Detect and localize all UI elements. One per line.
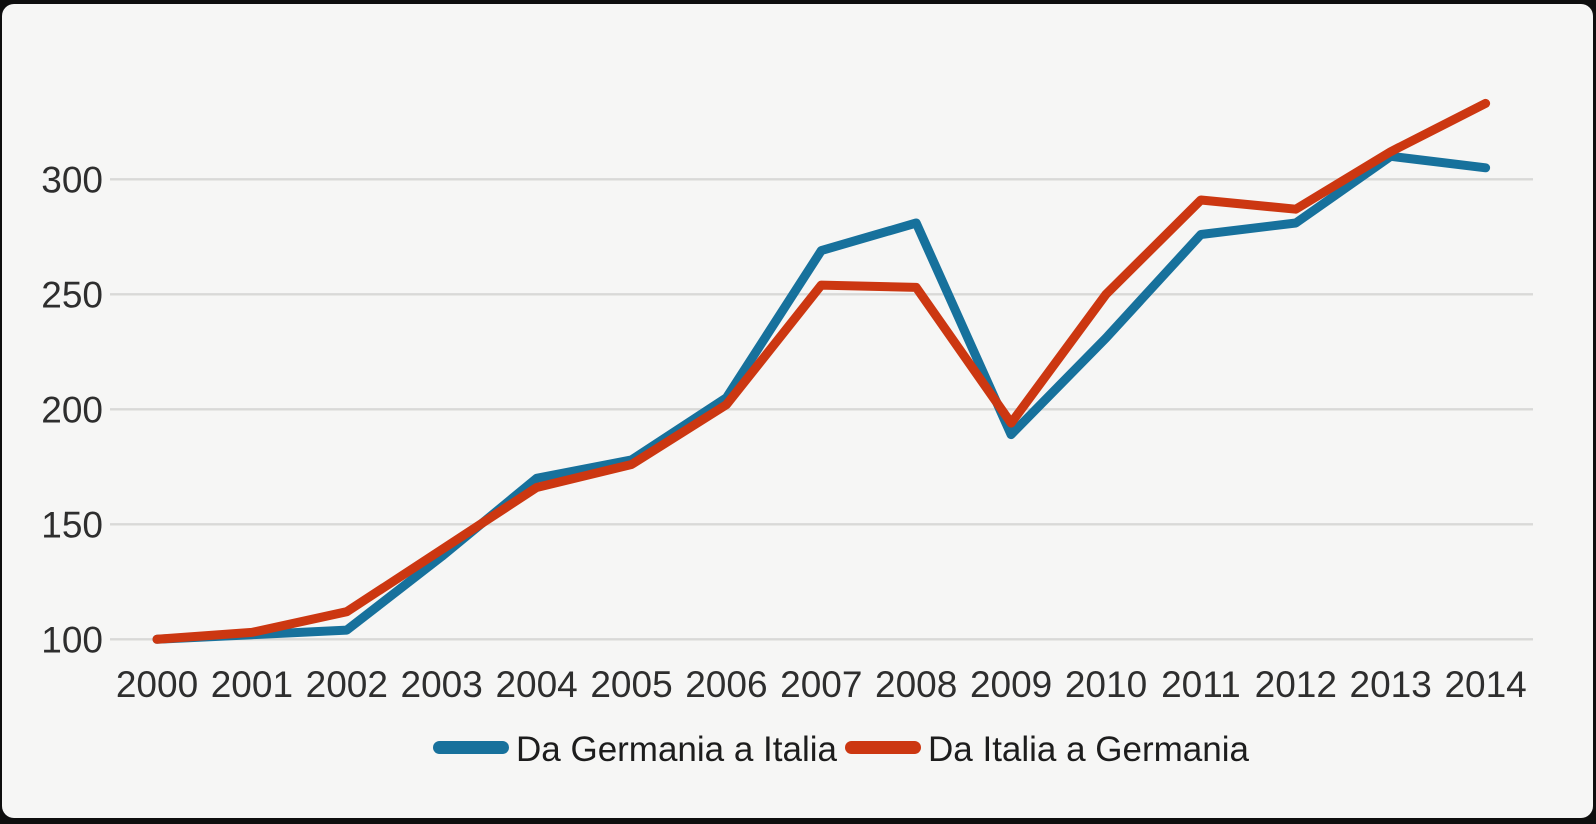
legend-label-da-germania-a-italia: Da Germania a Italia [516,730,838,769]
x-axis-label-2003: 2003 [401,664,483,705]
x-axis-label-2012: 2012 [1255,664,1337,705]
x-axis-label-2011: 2011 [1161,664,1241,705]
series-line-da-germania-a-italia [152,151,1491,644]
y-axis-label-100: 100 [41,619,103,660]
x-axis-label-2000: 2000 [116,664,198,705]
y-axis-label-200: 200 [41,389,103,430]
x-axis-label-2009: 2009 [970,664,1052,705]
legend-item-da-germania-a-italia: Da Germania a Italia [433,730,838,769]
x-axis-label-2002: 2002 [306,664,388,705]
y-axis-label-250: 250 [41,274,103,315]
x-axis-label-2006: 2006 [685,664,767,705]
x-axis-label-2005: 2005 [590,664,672,705]
x-axis-label-2007: 2007 [780,664,862,705]
x-axis-label-2008: 2008 [875,664,957,705]
legend-swatch-da-italia-a-germania [845,741,921,754]
x-axis-label-2013: 2013 [1350,664,1432,705]
y-axis-label-150: 150 [41,504,103,545]
x-axis-label-2004: 2004 [495,664,577,705]
chart-panel: 100 150 200 250 300 2000 2001 2002 2003 2004 2005 2… [2,4,1593,818]
line-chart: 100 150 200 250 300 2000 2001 2002 2003 2004 2005 2… [41,98,1533,769]
x-axis-label-2001: 2001 [211,664,293,705]
y-axis-label-300: 300 [41,159,103,200]
x-axis-label-2014: 2014 [1444,664,1526,705]
legend-item-da-italia-a-germania: Da Italia a Germania [845,730,1250,769]
legend-swatch-da-germania-a-italia [433,741,509,754]
legend-label-da-italia-a-germania: Da Italia a Germania [928,730,1250,769]
x-axis-label-2010: 2010 [1065,664,1147,705]
series-line-da-italia-a-germania [152,98,1491,644]
